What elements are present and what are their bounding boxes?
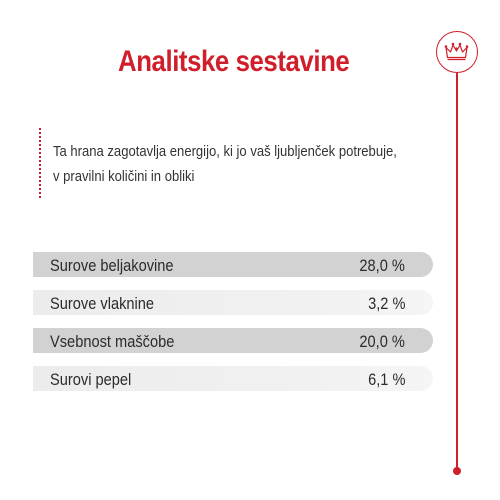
row-value: 20,0 % — [359, 332, 405, 351]
row-label: Surovi pepel — [50, 370, 132, 389]
row-value: 28,0 % — [359, 256, 405, 275]
page-title: Analitske sestavine — [118, 45, 350, 78]
constituents-table: Surove beljakovine 28,0 % Surove vlaknin… — [33, 252, 433, 404]
dotted-accent-rule — [39, 128, 41, 198]
row-label: Surove beljakovine — [50, 256, 174, 275]
row-value: 6,1 % — [367, 370, 405, 389]
row-label: Vsebnost maščobe — [50, 332, 175, 351]
crown-badge — [436, 31, 478, 73]
table-row-crude-fibre: Surove vlaknine 3,2 % — [33, 290, 433, 315]
crown-icon — [444, 42, 469, 61]
intro-text: Ta hrana zagotavlja energijo, ki jo vaš … — [53, 139, 418, 189]
intro-line: Ta hrana zagotavlja energijo, ki jo vaš … — [53, 143, 397, 160]
table-row-crude-protein: Surove beljakovine 28,0 % — [33, 252, 433, 277]
vertical-accent-rule — [456, 73, 458, 470]
row-value: 3,2 % — [367, 294, 405, 313]
rule-end-dot — [453, 467, 461, 475]
table-row-crude-ash: Surovi pepel 6,1 % — [33, 366, 433, 391]
table-row-fat-content: Vsebnost maščobe 20,0 % — [33, 328, 433, 353]
row-label: Surove vlaknine — [50, 294, 155, 313]
intro-line: v pravilni količini in obliki — [53, 168, 195, 185]
